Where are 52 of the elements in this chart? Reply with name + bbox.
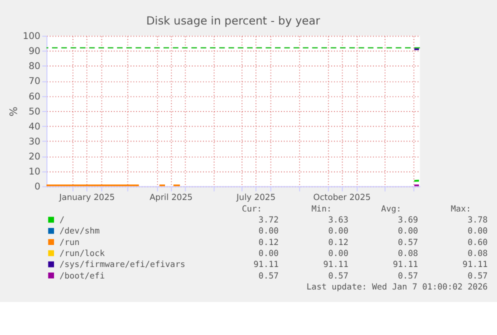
- legend-label: /run/lock: [59, 248, 105, 258]
- text: Max:: [450, 203, 471, 214]
- text: Min:: [312, 203, 332, 214]
- text: 0.00: [398, 226, 418, 236]
- y-tick-label: 10: [28, 166, 41, 178]
- text: 0.00: [468, 226, 488, 236]
- text: Avg:: [381, 203, 402, 214]
- y-tick-label: 50: [28, 106, 41, 118]
- text: 3.72: [258, 214, 279, 225]
- text: 0.00: [328, 248, 348, 258]
- legend-label: /dev/shm: [59, 226, 100, 236]
- legend-label: /run: [59, 236, 80, 247]
- text: 3.69: [398, 214, 418, 225]
- text: 91.11: [254, 259, 279, 270]
- chart-title: Disk usage in percent - by year: [146, 14, 321, 28]
- text: 91.11: [462, 259, 488, 270]
- text: 0.57: [398, 270, 418, 280]
- y-tick-label: 90: [28, 46, 41, 58]
- x-tick-label: October 2025: [313, 192, 371, 202]
- text: 3.63: [328, 214, 348, 225]
- y-tick-label: 60: [28, 91, 41, 102]
- y-tick-label: 20: [28, 151, 41, 162]
- x-tick-label: July 2025: [236, 192, 276, 202]
- legend-label: /: [59, 214, 64, 225]
- text: 0.08: [468, 248, 488, 258]
- y-tick-label: 100: [22, 31, 41, 42]
- text: 3.78: [468, 214, 488, 225]
- text: 0.57: [328, 270, 348, 280]
- text: 0.57: [468, 270, 488, 280]
- text: 91.11: [323, 259, 348, 270]
- text: 0.12: [258, 236, 279, 247]
- legend-label: /boot/efi: [59, 270, 105, 280]
- text: 0.00: [258, 226, 279, 236]
- text: Cur:: [242, 203, 262, 214]
- legend-label: /sys/firmware/efi/efivars: [59, 259, 186, 270]
- text: 91.11: [392, 259, 418, 270]
- y-tick-label: 40: [28, 121, 41, 132]
- x-tick-label: April 2025: [150, 192, 193, 202]
- text: 0.00: [328, 226, 348, 236]
- y-axis-title: %: [9, 106, 20, 116]
- text: 0.00: [258, 248, 279, 258]
- y-tick-label: 80: [28, 61, 41, 72]
- x-tick-label: January 2025: [58, 192, 115, 202]
- y-tick-label: 70: [28, 76, 41, 88]
- y-tick-label: 30: [28, 136, 41, 148]
- text: 0.60: [468, 236, 488, 247]
- text: 0.08: [398, 248, 418, 258]
- text: 0.12: [328, 236, 348, 247]
- y-tick-label: 0: [34, 182, 41, 193]
- text: 0.57: [258, 270, 279, 280]
- text: 0.57: [398, 236, 418, 247]
- text: Last update: Wed Jan 7 01:00:02 2026: [306, 281, 488, 292]
